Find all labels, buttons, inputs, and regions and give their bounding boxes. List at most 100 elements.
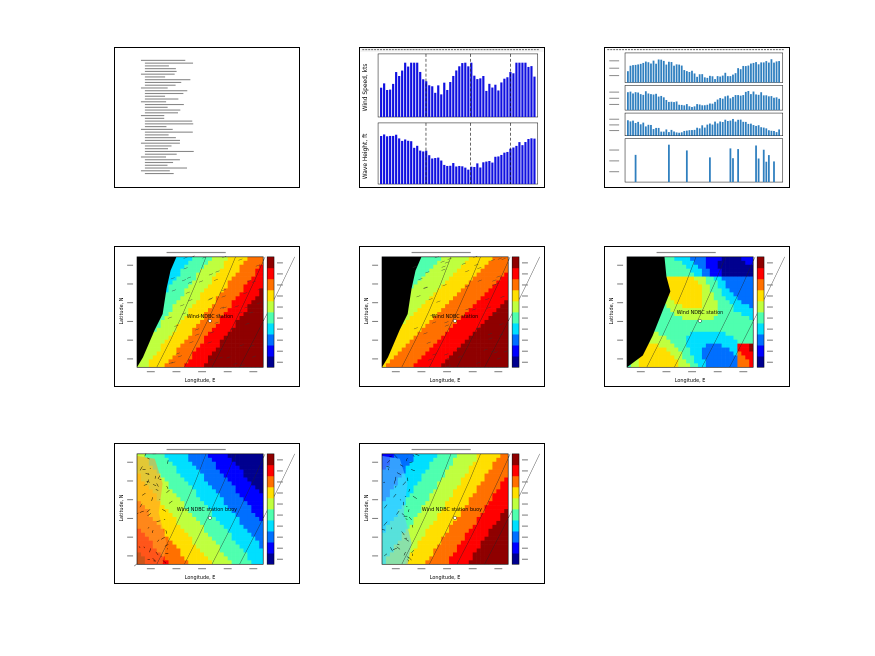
- bar: [642, 122, 645, 136]
- y-tick-label: [127, 283, 134, 285]
- x-tick-label: [249, 371, 258, 373]
- bar: [657, 127, 660, 136]
- bar: [688, 71, 691, 83]
- thumbnail-wave-map[interactable]: Longitude, E Latitude, N Wind NDBC stati…: [359, 246, 545, 387]
- thumbnail-current-map[interactable]: Longitude, E Latitude, N Wind NDBC stati…: [359, 443, 545, 584]
- text-line: [144, 76, 166, 78]
- coastline-segment: [405, 518, 408, 520]
- colorbar-segment: [267, 498, 275, 510]
- header-text: [406, 48, 409, 51]
- bar: [437, 85, 440, 118]
- thumbnail-text-page[interactable]: [114, 47, 300, 188]
- bar: [734, 73, 737, 83]
- bar: [407, 66, 410, 118]
- map-frame: [136, 453, 264, 565]
- thumbnail-wind-map[interactable]: Longitude, E Latitude, N Wind NDBC stati…: [114, 246, 300, 387]
- coastline-segment: [143, 546, 145, 549]
- bar: [719, 98, 722, 111]
- vector-arrow: [418, 278, 423, 280]
- contour-line: [156, 453, 207, 565]
- bar: [691, 107, 693, 111]
- bar: [670, 101, 673, 111]
- bar: [482, 162, 485, 185]
- bar: [419, 150, 422, 185]
- coastline-segment: [384, 504, 388, 509]
- bar: [693, 106, 696, 111]
- bar: [770, 96, 773, 111]
- bar: [757, 125, 760, 136]
- bar: [760, 92, 763, 111]
- header-text: [415, 48, 418, 51]
- bar: [729, 120, 732, 136]
- colorbar-frame: [266, 453, 275, 565]
- colorbar-segment: [512, 312, 520, 324]
- bar: [698, 104, 701, 111]
- header-text: [672, 48, 675, 51]
- bar: [431, 158, 434, 185]
- colorbar-segment: [267, 475, 275, 488]
- bar: [443, 164, 446, 185]
- colorbar-segment: [267, 301, 275, 313]
- bar: [662, 131, 665, 136]
- coastline-segment: [381, 529, 386, 531]
- vector-arrow: [496, 357, 502, 360]
- bar: [428, 155, 431, 185]
- text-line: [144, 103, 184, 106]
- coastline-segment: [138, 546, 141, 549]
- bar-panel-frame: [377, 53, 539, 118]
- thumbnail-multi-panel-bars[interactable]: [604, 47, 790, 188]
- vector-arrow: [219, 306, 225, 309]
- thumbnail-chlorophyll-map[interactable]: Longitude, E Latitude, N Wind NDBC stati…: [604, 246, 790, 387]
- bar: [739, 119, 742, 136]
- bar: [503, 152, 506, 185]
- bar: [422, 151, 425, 185]
- y-axis-label: Latitude, N: [119, 297, 125, 324]
- header-text: [527, 48, 530, 51]
- colorbar-segment: [267, 464, 275, 477]
- bar: [530, 66, 533, 118]
- header-text: [607, 48, 610, 51]
- bar: [515, 62, 518, 118]
- colorbar-tick-label: [766, 262, 773, 264]
- x-tick-label: [146, 371, 155, 373]
- header-text: [418, 48, 421, 51]
- x-tick-label: [391, 568, 400, 570]
- text-line: [140, 128, 173, 130]
- bar: [711, 124, 714, 136]
- x-tick-label: [468, 568, 477, 570]
- bar: [716, 76, 719, 83]
- thumbnail-wind-wave-bars[interactable]: Wind Speed, kts Wave Height, ft: [359, 47, 545, 188]
- bar: [773, 130, 775, 136]
- bar: [778, 98, 781, 111]
- land-mass: [627, 256, 671, 368]
- colorbar-tick-label: [276, 273, 283, 275]
- coastline-segment: [406, 556, 410, 559]
- bar: [652, 129, 655, 136]
- bar: [680, 132, 683, 136]
- bar: [701, 105, 704, 111]
- header-text: [403, 48, 406, 51]
- x-tick-label: [443, 371, 452, 373]
- coastline-segment: [156, 520, 161, 522]
- bar: [506, 77, 509, 118]
- thumbnail-sst-map[interactable]: Longitude, E Latitude, N Wind NDBC stati…: [114, 443, 300, 584]
- bar: [688, 130, 691, 136]
- bar: [755, 145, 757, 183]
- header-text: [740, 48, 743, 51]
- bar: [627, 92, 629, 111]
- bar: [644, 91, 647, 111]
- colorbar-tick-label: [521, 459, 528, 461]
- colorbar-tick-label: [521, 525, 528, 527]
- bar: [691, 70, 693, 83]
- x-tick-label: [198, 371, 207, 373]
- bar: [701, 125, 704, 136]
- header-text: [489, 48, 492, 51]
- bar: [750, 94, 752, 111]
- x-tick-label: [223, 371, 232, 373]
- bar: [709, 75, 711, 83]
- colorbar-segment: [757, 356, 765, 368]
- vector-arrow: [430, 314, 435, 317]
- contour-line: [456, 453, 511, 565]
- coastline-segment: [390, 547, 393, 552]
- bar: [737, 95, 739, 111]
